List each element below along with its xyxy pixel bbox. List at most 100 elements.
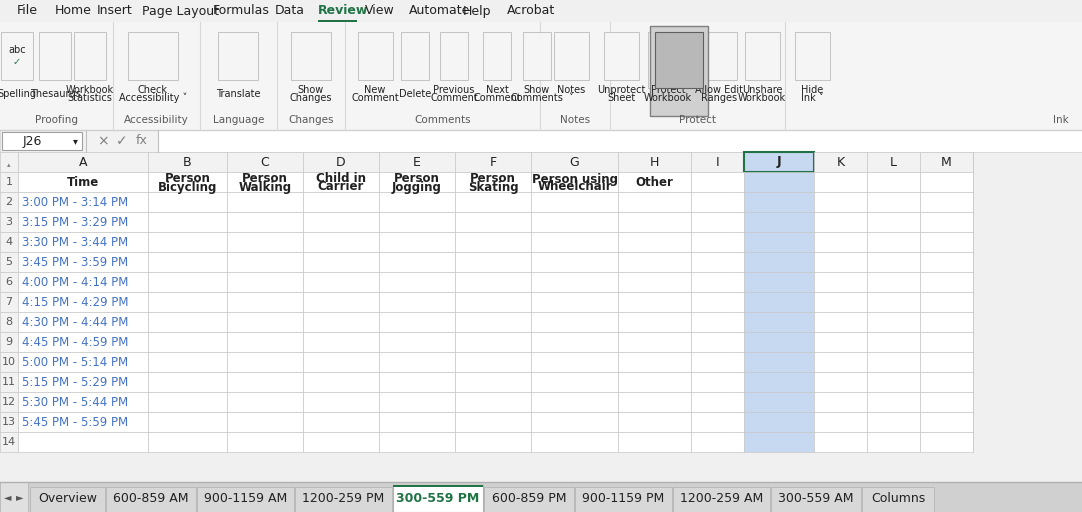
Bar [401, 32, 428, 80]
Text: Workbook: Workbook [66, 85, 114, 95]
Text: 4: 4 [5, 237, 13, 247]
Bar [456, 252, 531, 272]
Bar [148, 372, 227, 392]
Bar [867, 332, 920, 352]
Text: Hide: Hide [801, 85, 823, 95]
Bar [867, 252, 920, 272]
Text: Comment: Comment [431, 93, 478, 103]
Bar [227, 152, 303, 172]
Bar [618, 232, 691, 252]
Bar [2, 132, 82, 150]
Text: 300-559 PM: 300-559 PM [396, 492, 479, 504]
Text: Allow Edit: Allow Edit [695, 85, 743, 95]
Bar [691, 292, 744, 312]
Text: 11: 11 [2, 377, 16, 387]
Bar [920, 412, 973, 432]
Text: 2: 2 [5, 197, 13, 207]
Text: 4:45 PM - 4:59 PM: 4:45 PM - 4:59 PM [22, 335, 129, 349]
Bar [227, 252, 303, 272]
Text: New: New [365, 85, 385, 95]
Bar [379, 152, 456, 172]
Text: abc: abc [9, 45, 26, 55]
Text: 300-559 AM: 300-559 AM [778, 492, 854, 504]
Bar [744, 272, 814, 292]
Bar [691, 152, 744, 172]
Bar [227, 352, 303, 372]
Text: Workbook: Workbook [644, 93, 692, 103]
Bar [531, 352, 618, 372]
Text: 14: 14 [2, 437, 16, 447]
Bar [379, 352, 456, 372]
Bar [303, 292, 379, 312]
Bar [655, 32, 703, 88]
Bar [379, 172, 456, 192]
Bar [227, 412, 303, 432]
Text: ◄: ◄ [4, 492, 12, 502]
Bar [0, 412, 18, 432]
Bar [531, 372, 618, 392]
Bar [744, 172, 814, 192]
Bar [0, 312, 18, 332]
Text: 1200-259 PM: 1200-259 PM [302, 492, 384, 504]
Text: Columns: Columns [871, 492, 925, 504]
Bar [303, 372, 379, 392]
Text: Bicycling: Bicycling [158, 181, 217, 194]
Bar [303, 332, 379, 352]
Bar [744, 232, 814, 252]
Bar [227, 232, 303, 252]
Text: ✓: ✓ [116, 134, 128, 148]
Bar [0, 0, 1082, 22]
Bar [531, 212, 618, 232]
Text: K: K [836, 156, 845, 168]
Bar [691, 352, 744, 372]
Bar [18, 252, 148, 272]
Bar [18, 392, 148, 412]
Bar [456, 392, 531, 412]
Bar [673, 487, 770, 512]
Bar [18, 372, 148, 392]
Text: ˅: ˅ [568, 93, 573, 103]
Bar [393, 485, 483, 512]
Bar [920, 232, 973, 252]
Text: E: E [413, 156, 421, 168]
Text: Unprotect: Unprotect [597, 85, 645, 95]
Bar [920, 192, 973, 212]
Bar [0, 432, 18, 452]
Text: Child in: Child in [316, 173, 366, 185]
Text: Workbook: Workbook [738, 93, 786, 103]
Bar [440, 32, 469, 80]
Bar [691, 192, 744, 212]
Text: 4:30 PM - 4:44 PM: 4:30 PM - 4:44 PM [22, 315, 129, 329]
Bar [618, 312, 691, 332]
Text: Notes: Notes [560, 115, 590, 125]
Bar [814, 332, 867, 352]
Bar [618, 432, 691, 452]
Bar [456, 192, 531, 212]
Bar [814, 412, 867, 432]
Bar [456, 312, 531, 332]
Bar [814, 372, 867, 392]
Bar [814, 292, 867, 312]
Bar [618, 372, 691, 392]
Bar [744, 292, 814, 312]
Bar [456, 332, 531, 352]
Text: 4:00 PM - 4:14 PM: 4:00 PM - 4:14 PM [22, 275, 129, 288]
Bar [227, 192, 303, 212]
Bar [920, 432, 973, 452]
Bar [814, 352, 867, 372]
Bar [920, 172, 973, 192]
Bar [867, 312, 920, 332]
Bar [291, 32, 331, 80]
Bar [148, 172, 227, 192]
Bar [456, 352, 531, 372]
Bar [227, 212, 303, 232]
Bar [379, 312, 456, 332]
Bar [30, 487, 105, 512]
Text: Help: Help [463, 5, 491, 17]
Text: Statistics: Statistics [67, 93, 113, 103]
Bar [18, 352, 148, 372]
Text: Next: Next [486, 85, 509, 95]
Bar [148, 412, 227, 432]
Bar [379, 372, 456, 392]
Bar [303, 212, 379, 232]
